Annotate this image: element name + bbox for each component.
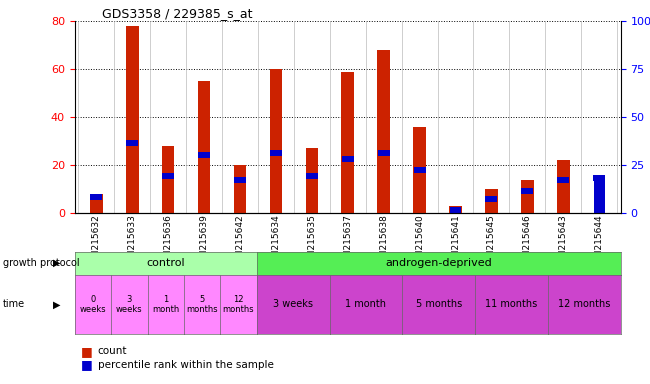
Bar	[198, 152, 210, 213]
Bar	[198, 81, 211, 213]
Bar	[557, 161, 569, 213]
Text: ■: ■	[81, 358, 93, 371]
Bar	[90, 194, 103, 213]
Bar	[450, 207, 461, 213]
Text: 11 months: 11 months	[486, 299, 538, 310]
Text: 3
weeks: 3 weeks	[116, 295, 142, 314]
Bar	[270, 69, 282, 213]
Bar	[450, 207, 461, 213]
Text: 3 weeks: 3 weeks	[273, 299, 313, 310]
Bar	[342, 156, 354, 213]
Bar	[198, 81, 211, 213]
Bar	[270, 69, 282, 213]
Bar	[378, 50, 390, 213]
Bar	[306, 173, 317, 213]
Bar	[198, 152, 210, 158]
Bar	[162, 146, 174, 213]
Text: control: control	[146, 258, 185, 268]
Bar	[306, 148, 318, 213]
Text: 12 months: 12 months	[558, 299, 610, 310]
Text: 0
weeks: 0 weeks	[80, 295, 106, 314]
Bar	[521, 180, 534, 213]
Text: ▶: ▶	[53, 299, 61, 310]
Bar	[593, 175, 605, 181]
Text: 5 months: 5 months	[415, 299, 462, 310]
Bar	[557, 177, 569, 183]
Bar	[342, 156, 354, 162]
Bar	[90, 194, 102, 213]
Text: androgen-deprived: androgen-deprived	[385, 258, 492, 268]
Bar	[234, 165, 246, 213]
Text: 1 month: 1 month	[345, 299, 387, 310]
Text: ■: ■	[81, 345, 93, 358]
Bar	[378, 150, 389, 213]
Bar	[306, 148, 318, 213]
Bar	[90, 194, 103, 213]
Bar	[413, 127, 426, 213]
Bar	[162, 173, 174, 179]
Bar	[557, 161, 569, 213]
Text: GDS3358 / 229385_s_at: GDS3358 / 229385_s_at	[102, 7, 253, 20]
Bar	[485, 189, 498, 213]
Bar	[521, 188, 534, 194]
Bar	[235, 177, 246, 213]
Bar	[270, 150, 281, 213]
Bar	[162, 146, 174, 213]
Bar	[270, 150, 282, 156]
Bar	[485, 189, 498, 213]
Bar	[127, 140, 138, 213]
Bar	[413, 127, 426, 213]
Bar	[558, 177, 569, 213]
Bar	[378, 50, 390, 213]
Text: time: time	[3, 299, 25, 310]
Bar	[341, 71, 354, 213]
Bar	[486, 196, 497, 213]
Bar	[414, 167, 425, 213]
Text: 5
months: 5 months	[187, 295, 218, 314]
Text: count: count	[98, 346, 127, 356]
Bar	[306, 173, 318, 179]
Bar	[521, 180, 534, 213]
Bar	[378, 150, 389, 156]
Bar	[486, 196, 497, 202]
Bar	[593, 175, 605, 213]
Text: 1
month: 1 month	[152, 295, 179, 314]
Bar	[90, 194, 102, 200]
Bar	[126, 140, 138, 146]
Bar	[413, 167, 426, 173]
Bar	[234, 177, 246, 183]
Bar	[126, 26, 138, 213]
Bar	[449, 206, 462, 213]
Text: 12
months: 12 months	[223, 295, 254, 314]
Bar	[126, 26, 138, 213]
Bar	[234, 165, 246, 213]
Bar	[341, 71, 354, 213]
Text: growth protocol: growth protocol	[3, 258, 80, 268]
Bar	[449, 206, 462, 213]
Text: ▶: ▶	[53, 258, 61, 268]
Bar	[522, 188, 533, 213]
Text: percentile rank within the sample: percentile rank within the sample	[98, 360, 274, 370]
Bar	[162, 173, 174, 213]
